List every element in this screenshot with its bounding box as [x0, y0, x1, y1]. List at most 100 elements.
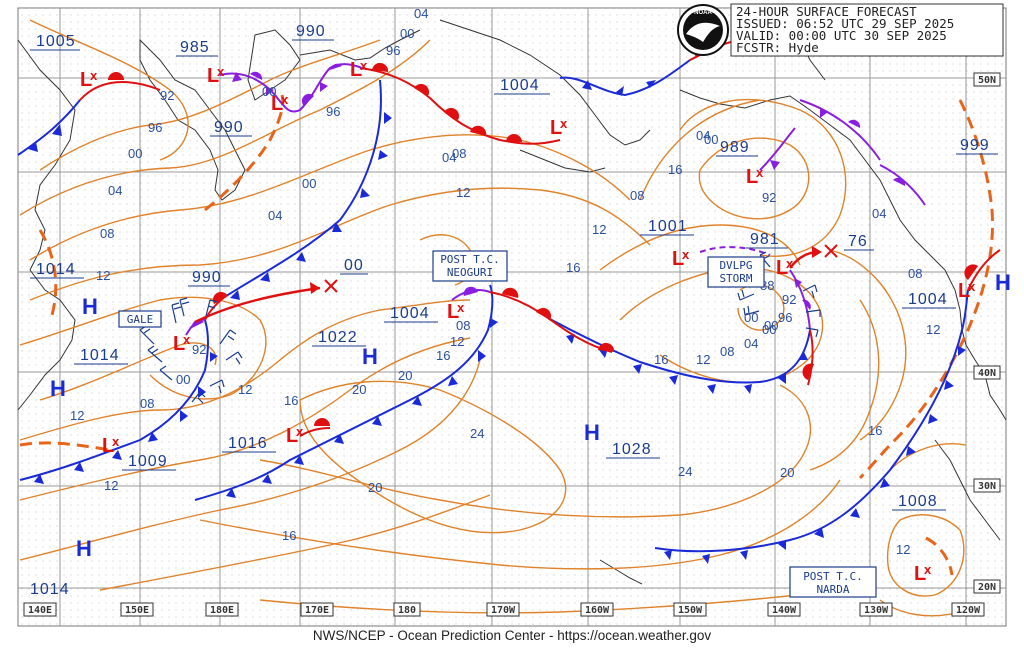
wind-barbs-dvlpg — [737, 251, 821, 338]
isobar-label: 00 — [744, 310, 758, 325]
isobar-label: 04 — [108, 183, 122, 198]
lon-label-6: 170W — [491, 605, 516, 616]
lat-label-0: 50N — [978, 75, 996, 86]
lon-label-10: 130W — [864, 605, 889, 616]
high-marker: H — [584, 420, 600, 445]
low-marker: L — [207, 65, 219, 87]
svg-text:x: x — [756, 165, 764, 180]
isobar-label: 96 — [148, 120, 162, 135]
isobar-label: 04 — [872, 206, 886, 221]
isobar-label: 12 — [896, 542, 910, 557]
pressure-label: 990 — [214, 119, 244, 136]
isobar-label: 12 — [592, 222, 606, 237]
pressure-label: 990 — [192, 269, 222, 286]
trough-narda — [925, 536, 954, 576]
pressure-label: 1005 — [36, 33, 76, 50]
trough-north — [204, 94, 285, 212]
lon-label-5: 180 — [398, 605, 416, 616]
svg-text:POST T.C.: POST T.C. — [440, 253, 500, 266]
isobars — [19, 19, 967, 617]
lon-label-1: 150E — [125, 605, 149, 616]
isobar-label: 04 — [268, 208, 282, 223]
pressure-label: 1004 — [908, 291, 948, 308]
low-marker: L — [672, 248, 684, 270]
isobar-label: 16 — [282, 528, 296, 543]
isobar-label: 12 — [926, 322, 940, 337]
isobar-label: 92 — [192, 342, 206, 357]
cold-front-pips — [28, 80, 966, 564]
occluded-front-pips — [191, 63, 906, 328]
svg-text:STORM: STORM — [719, 272, 752, 285]
low-marker: L — [958, 280, 970, 302]
isobar-labels: 04 00 96 92 00 96 00 04 08 12 12 08 04 0… — [70, 6, 940, 557]
pressure-label: 985 — [180, 39, 210, 56]
isobar-label: 16 — [654, 352, 668, 367]
low-marker: L — [173, 333, 185, 355]
svg-text:x: x — [968, 279, 976, 294]
pressure-label: 999 — [960, 137, 990, 154]
isobar-label: 16 — [868, 423, 882, 438]
high-marker: H — [995, 270, 1011, 295]
isobar-label: 12 — [696, 352, 710, 367]
lat-label-3: 20N — [978, 582, 996, 593]
lat-label-2: 30N — [978, 481, 996, 492]
pressure-label: 1004 — [390, 305, 430, 322]
isobar-label: 00 — [176, 372, 190, 387]
pressure-label: 1022 — [318, 329, 358, 346]
track-gale — [194, 286, 321, 324]
isobar-label: 16 — [436, 348, 450, 363]
isobar-label: 12 — [104, 478, 118, 493]
track-gale-arrow — [310, 282, 320, 294]
isobar-label: 12 — [456, 185, 470, 200]
isobar-label: 04 — [696, 128, 710, 143]
isobar-label: 04 — [414, 6, 428, 21]
pressure-label: 1016 — [228, 435, 268, 452]
dot-texture — [18, 8, 1006, 626]
svg-text:x: x — [281, 92, 289, 107]
lon-label-11: 120W — [956, 605, 981, 616]
pressure-label: 1014 — [36, 261, 76, 278]
svg-text:x: x — [924, 562, 932, 577]
low-marker: L — [447, 301, 459, 323]
svg-text:POST T.C.: POST T.C. — [803, 570, 863, 583]
svg-text:x: x — [217, 64, 225, 79]
pressure-label: 989 — [720, 139, 750, 156]
svg-text:NOAA: NOAA — [694, 10, 712, 16]
header-issued: ISSUED: 06:52 UTC 29 SEP 2025 — [736, 16, 954, 31]
lon-label-2: 170E — [305, 605, 329, 616]
isobar-label: 00 — [302, 176, 316, 191]
low-marker: L — [776, 257, 788, 279]
pressure-label: 1014 — [80, 347, 120, 364]
lon-label-0: 140E — [28, 605, 52, 616]
header-valid: VALID: 00:00 UTC 30 SEP 2025 — [736, 28, 947, 43]
svg-text:x: x — [112, 434, 120, 449]
svg-text:x: x — [786, 256, 794, 271]
isobar-label: 00 — [762, 322, 776, 337]
track-dvlpg-arrow — [812, 246, 822, 258]
pressure-label: 00 — [344, 257, 364, 274]
cold-fronts — [17, 59, 969, 553]
lat-label-1: 40N — [978, 368, 996, 379]
isobar-label: 16 — [284, 393, 298, 408]
pressure-label: 1004 — [500, 77, 540, 94]
low-marker: L — [102, 435, 114, 457]
isobar-label: 04 — [442, 150, 456, 165]
coastlines — [17, 19, 1007, 585]
isobar-label: 00 — [400, 26, 414, 41]
low-marker: L — [286, 425, 298, 447]
isobar-label: 96 — [386, 43, 400, 58]
latitude-axis: 50N 40N 30N 20N — [973, 72, 1001, 594]
noaa-logo-icon: NOAA — [677, 4, 729, 56]
credit-line: NWS/NCEP - Ocean Prediction Center - htt… — [313, 628, 711, 643]
isobar-label: 20 — [368, 480, 382, 495]
forecast-header: 24-HOUR SURFACE FORECAST ISSUED: 06:52 U… — [730, 3, 1004, 57]
high-marker: H — [82, 294, 98, 319]
tag-post-tc-narda: POST T.C. NARDA — [789, 566, 877, 598]
svg-text:NARDA: NARDA — [816, 583, 849, 596]
isobar-label: 96 — [326, 104, 340, 119]
svg-text:x: x — [560, 116, 568, 131]
low-marker: L — [914, 563, 926, 585]
isobar-label: 12 — [96, 268, 110, 283]
isobar-label: 08 — [140, 396, 154, 411]
